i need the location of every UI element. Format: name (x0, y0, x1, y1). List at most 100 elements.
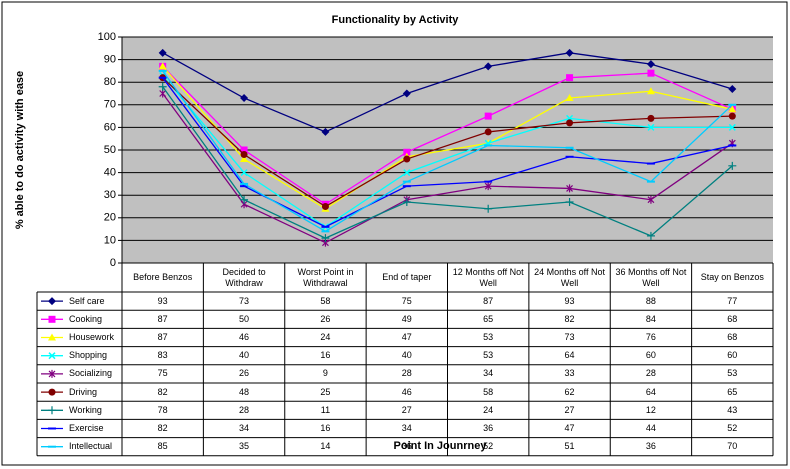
table-value: 25 (320, 386, 331, 397)
table-value: 87 (483, 295, 494, 306)
legend-label: Working (69, 404, 102, 415)
table-value: 16 (320, 350, 331, 361)
marker (566, 119, 574, 127)
table-value: 75 (157, 368, 168, 379)
table-header: Before Benzos (133, 272, 193, 282)
table-value: 34 (239, 422, 250, 433)
marker (565, 94, 574, 102)
marker (240, 155, 249, 163)
table-value: 27 (564, 404, 575, 415)
legend-label: Intellectual (69, 441, 113, 452)
table-value: 28 (645, 368, 656, 379)
marker (48, 352, 56, 360)
legend-label: Housework (69, 331, 115, 342)
table-value: 28 (401, 368, 412, 379)
table-value: 48 (239, 386, 250, 397)
table-header: 12 Months off Not Well (452, 266, 524, 288)
table-value: 36 (483, 422, 494, 433)
table-value: 68 (727, 313, 738, 324)
marker (484, 204, 493, 213)
table-value: 88 (645, 295, 656, 306)
marker (484, 182, 492, 191)
table-value: 64 (564, 350, 575, 361)
marker (321, 127, 330, 136)
table-value: 93 (157, 295, 168, 306)
table-value: 52 (727, 422, 738, 433)
table-value: 53 (483, 331, 494, 342)
marker (158, 62, 167, 70)
table-value: 40 (239, 350, 250, 361)
table-value: 62 (564, 386, 575, 397)
marker (48, 333, 56, 341)
table-value: 34 (483, 368, 494, 379)
series-line (162, 75, 733, 228)
table-value: 26 (239, 368, 250, 379)
table-value: 58 (320, 295, 331, 306)
table-header: Stay on Benzos (700, 272, 764, 282)
table-header: Worst Point in Withdrawal (297, 266, 354, 288)
table-value: 87 (157, 331, 168, 342)
marker (48, 388, 56, 396)
table-value: 27 (401, 404, 412, 415)
table-value: 35 (239, 441, 250, 452)
marker (566, 184, 573, 193)
marker (566, 74, 574, 82)
series-line (162, 65, 733, 206)
table-value: 60 (645, 350, 656, 361)
table-value: 58 (483, 386, 494, 397)
marker (728, 161, 737, 170)
table-value: 93 (564, 295, 575, 306)
marker (240, 146, 248, 154)
y-tick-label: 50 (104, 144, 116, 156)
table-value: 44 (645, 422, 656, 433)
series-line (162, 70, 733, 233)
table-value: 34 (401, 422, 412, 433)
table-value: 77 (727, 295, 738, 306)
marker (48, 315, 56, 323)
table-value: 46 (401, 386, 412, 397)
table-header: 36 Months off Not Well (615, 266, 687, 288)
legend-label: Exercise (69, 422, 104, 433)
table-value: 65 (483, 313, 494, 324)
legend-label: Shopping (69, 350, 108, 361)
marker (647, 69, 655, 77)
marker (728, 84, 737, 93)
marker (403, 155, 411, 163)
table-header: Decided to Withdraw (222, 266, 266, 288)
marker (240, 94, 249, 103)
table-value: 53 (483, 350, 494, 361)
y-tick-label: 80 (104, 76, 116, 88)
table-value: 85 (157, 441, 168, 452)
table-value: 47 (401, 331, 412, 342)
legend-label: Driving (69, 386, 98, 397)
marker (728, 112, 736, 120)
marker (484, 128, 492, 136)
legend-label: Self care (69, 295, 105, 306)
series-line (162, 77, 733, 228)
table-value: 76 (645, 331, 656, 342)
marker (646, 60, 655, 69)
series-line (162, 52, 733, 133)
table-value: 40 (401, 350, 412, 361)
marker (484, 62, 493, 71)
table-value: 14 (320, 441, 331, 452)
table-value: 50 (239, 313, 250, 324)
table-value: 87 (157, 313, 168, 324)
table-value: 11 (320, 404, 331, 415)
legend-label: Socializing (69, 368, 113, 379)
table-value: 26 (320, 313, 331, 324)
marker (647, 123, 655, 131)
table-value: 33 (564, 368, 575, 379)
table-header: End of taper (382, 272, 432, 282)
y-tick-label: 40 (104, 167, 116, 179)
table-value: 82 (564, 313, 575, 324)
marker (158, 82, 167, 91)
marker (647, 195, 655, 204)
table-value: 84 (645, 313, 656, 324)
y-tick-label: 60 (104, 121, 116, 133)
legend-label: Cooking (69, 313, 103, 324)
marker (402, 89, 411, 98)
marker (565, 48, 574, 57)
